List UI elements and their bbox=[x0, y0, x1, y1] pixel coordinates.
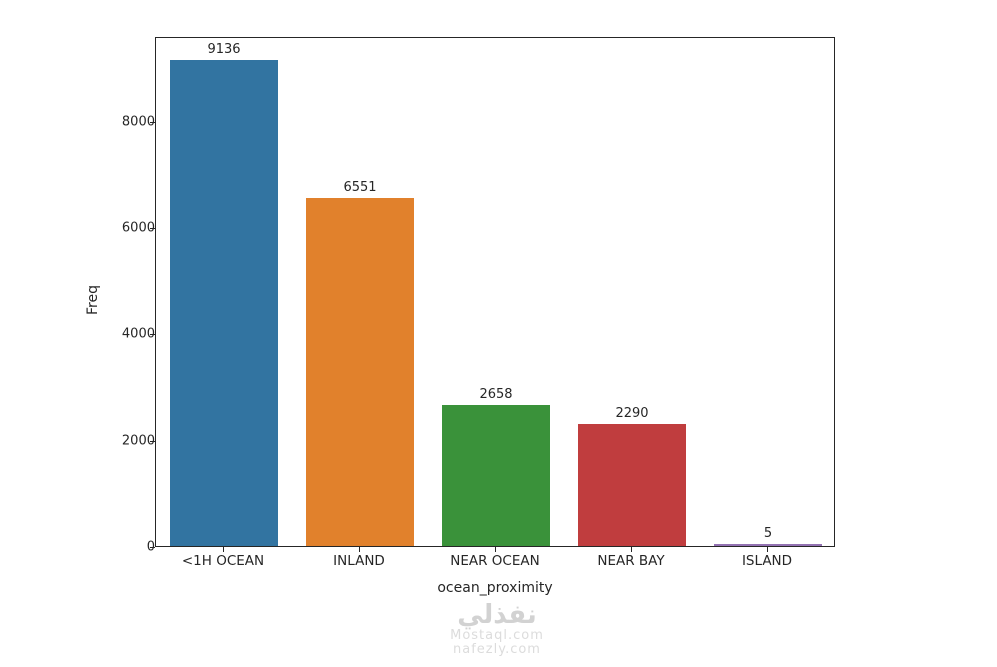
bar-value-label: 9136 bbox=[207, 42, 241, 58]
y-tick-mark bbox=[150, 547, 155, 548]
y-tick-label: 8000 bbox=[121, 114, 155, 130]
bar-value-label: 6551 bbox=[343, 179, 377, 195]
x-axis-label: ocean_proximity bbox=[437, 580, 553, 596]
x-tick-mark bbox=[495, 547, 496, 552]
watermark-logo: نفذلي bbox=[457, 600, 537, 630]
y-axis-label: Freq bbox=[84, 285, 101, 315]
bar--1h-ocean bbox=[169, 60, 279, 546]
plot-area: 9136 6551 2658 2290 5 bbox=[155, 37, 835, 547]
y-tick-mark bbox=[150, 334, 155, 336]
y-tick-label: 4000 bbox=[121, 326, 155, 342]
bar-value-label: 5 bbox=[763, 526, 773, 541]
watermark: نفذلي Mostaql.com nafezly.com bbox=[450, 600, 544, 657]
x-tick-label: <1H OCEAN bbox=[181, 553, 265, 569]
y-tick-label: 2000 bbox=[121, 433, 155, 449]
bar-inland bbox=[305, 197, 415, 546]
x-tick-mark bbox=[359, 547, 360, 552]
watermark-domain-nafezly: nafezly.com bbox=[453, 641, 541, 657]
x-tick-label: NEAR OCEAN bbox=[450, 553, 540, 569]
y-tick-mark bbox=[150, 121, 155, 123]
bar-island bbox=[713, 544, 823, 546]
x-tick-mark bbox=[223, 547, 224, 552]
y-tick-label: 6000 bbox=[121, 220, 155, 236]
bar-value-label: 2658 bbox=[479, 386, 513, 402]
bar-value-label: 2290 bbox=[615, 406, 649, 422]
x-tick-label: NEAR BAY bbox=[597, 553, 665, 569]
x-tick-mark bbox=[767, 547, 768, 552]
x-tick-mark bbox=[631, 547, 632, 552]
x-tick-label: ISLAND bbox=[741, 553, 793, 569]
y-tick-label: 0 bbox=[146, 539, 155, 555]
y-tick-mark bbox=[150, 228, 155, 229]
x-tick-label: INLAND bbox=[333, 553, 385, 569]
bar-near-ocean bbox=[441, 404, 551, 546]
y-tick-mark bbox=[150, 440, 155, 442]
bar-near-bay bbox=[577, 424, 687, 546]
watermark-domain-mostaql: Mostaql.com bbox=[450, 628, 544, 644]
